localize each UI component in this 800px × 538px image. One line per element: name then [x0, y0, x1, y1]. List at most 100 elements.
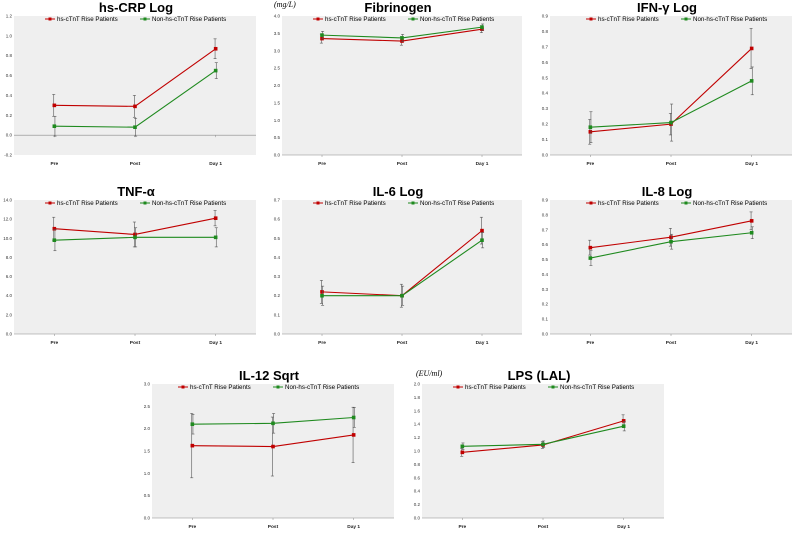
series-non-hs-ctnt	[190, 407, 356, 435]
y-tick-label: 0.2	[274, 293, 281, 298]
x-tick-label: Pre	[458, 524, 466, 530]
legend-item: hs-cTnT Rise Patients	[313, 200, 386, 207]
panel-il-12: IL-12 Sqrt 0.0 0.5 1.0 1.5 2.0 2.5 3.0 Pre Post D…	[138, 368, 400, 538]
legend-label: Non-hs-cTnT Rise Patients	[420, 200, 494, 207]
series-hs-ctnt	[52, 210, 218, 248]
data-point	[400, 293, 404, 298]
chart-svg: 0.0 2.0 4.0 6.0 8.0 10.0 12.0 14.0 Pre Post Day 1 h…	[3, 198, 256, 346]
data-point	[541, 442, 545, 447]
data-point	[320, 36, 324, 41]
legend-label: hs-cTnT Rise Patients	[325, 16, 386, 23]
y-tick-label: 1.8	[414, 395, 421, 400]
y-tick-label: 0.0	[144, 516, 151, 521]
plot-area	[422, 384, 664, 518]
data-point	[133, 125, 137, 129]
legend-item: hs-cTnT Rise Patients	[45, 16, 118, 23]
x-tick-label: Day 1	[745, 161, 758, 167]
y-tick-label: 0.6	[6, 73, 13, 78]
chart-svg: 0.0 0.1 0.2 0.3 0.4 0.5 0.6 0.7 Pre Post Day 1 hs-c…	[274, 198, 522, 346]
data-point	[52, 226, 57, 231]
x-tick-label: Pre	[318, 340, 326, 346]
chart-title: LPS (LAL)	[507, 368, 571, 383]
legend-marker	[276, 385, 280, 389]
y-tick-label: 0.4	[274, 255, 281, 260]
series-non-hs-ctnt	[52, 62, 218, 137]
y-tick-label: 1.4	[414, 422, 421, 427]
legend-item: hs-cTnT Rise Patients	[45, 200, 118, 207]
data-point	[133, 235, 137, 240]
x-tick-label: Pre	[318, 161, 326, 167]
legend-label: hs-cTnT Rise Patients	[57, 16, 118, 23]
y-tick-label: 0.5	[274, 135, 281, 140]
y-tick-label: 1.0	[414, 449, 421, 454]
chart-svg: 0.0 0.5 1.0 1.5 2.0 2.5 3.0 3.5 4.0 Pre Post Day 1 h…	[274, 14, 522, 167]
chart-title: IL-12 Sqrt	[239, 368, 299, 383]
legend-marker	[589, 201, 593, 205]
legend-item: Non-hs-cTnT Rise Patients	[140, 16, 226, 23]
legend-label: Non-hs-cTnT Rise Patients	[693, 16, 767, 23]
data-point	[749, 46, 754, 51]
y-tick-label: 8.0	[6, 255, 13, 260]
data-point	[52, 238, 57, 242]
data-point	[351, 433, 356, 437]
y-tick-label: 2.5	[144, 404, 151, 409]
data-point	[52, 103, 57, 108]
y-tick-label: 1.0	[274, 118, 281, 123]
chart-title: Fibrinogen	[364, 0, 432, 15]
plot-area	[152, 384, 394, 518]
data-point	[271, 421, 275, 426]
y-tick-label: 1.5	[144, 449, 151, 454]
y-tick-label: 1.2	[6, 14, 13, 19]
y-tick-label: 0.4	[414, 489, 421, 494]
y-tick-label: 0.8	[414, 462, 421, 467]
data-point	[621, 424, 626, 429]
legend-item: Non-hs-cTnT Rise Patients	[408, 16, 494, 23]
legend-item: Non-hs-cTnT Rise Patients	[408, 200, 494, 207]
legend-label: Non-hs-cTnT Rise Patients	[693, 200, 767, 207]
chart-title: hs-CRP Log	[98, 0, 174, 15]
legend-marker	[48, 17, 52, 21]
y-tick-label: 0.9	[542, 14, 549, 19]
data-point	[213, 235, 218, 240]
y-tick-label: -0.2	[4, 153, 12, 158]
x-tick-label: Post	[268, 524, 279, 530]
legend-marker	[181, 385, 185, 389]
legend-marker	[411, 201, 415, 205]
y-tick-label: 0.0	[6, 133, 13, 138]
data-point	[133, 104, 137, 109]
y-tick-label: 0.3	[274, 274, 281, 279]
data-point	[52, 124, 57, 129]
data-point	[400, 36, 404, 40]
x-tick-label: Post	[130, 340, 141, 346]
y-tick-label: 0.4	[6, 93, 13, 98]
data-point	[621, 419, 626, 423]
legend-marker	[551, 385, 555, 389]
plot-area	[14, 16, 256, 155]
y-tick-label: 0.6	[542, 242, 549, 247]
legend-marker	[684, 201, 688, 205]
data-point	[669, 235, 673, 240]
y-tick-label: 0.5	[542, 75, 549, 80]
legend-marker	[143, 201, 147, 205]
y-tick-label: 0.6	[542, 60, 549, 65]
y-tick-label: 1.5	[274, 100, 281, 105]
y-tick-label: 0.7	[542, 44, 549, 49]
y-tick-label: 2.5	[274, 66, 281, 71]
y-tick-label: 2.0	[274, 83, 281, 88]
legend-label: hs-cTnT Rise Patients	[57, 200, 118, 207]
data-point	[320, 293, 324, 298]
legend-item: hs-cTnT Rise Patients	[586, 16, 659, 23]
series-non-hs-ctnt	[320, 23, 485, 42]
plot-area	[550, 200, 792, 334]
y-tick-label: 0.5	[274, 236, 281, 241]
data-point	[213, 68, 218, 73]
legend-marker	[316, 201, 320, 205]
series-non-hs-ctnt	[588, 66, 754, 143]
x-tick-label: Post	[666, 161, 677, 167]
legend-label: hs-cTnT Rise Patients	[190, 384, 251, 391]
x-tick-label: Pre	[50, 340, 58, 346]
y-tick-label: 0.8	[6, 53, 13, 58]
data-point	[480, 238, 484, 242]
data-point	[588, 245, 593, 250]
legend-label: hs-cTnT Rise Patients	[598, 16, 659, 23]
